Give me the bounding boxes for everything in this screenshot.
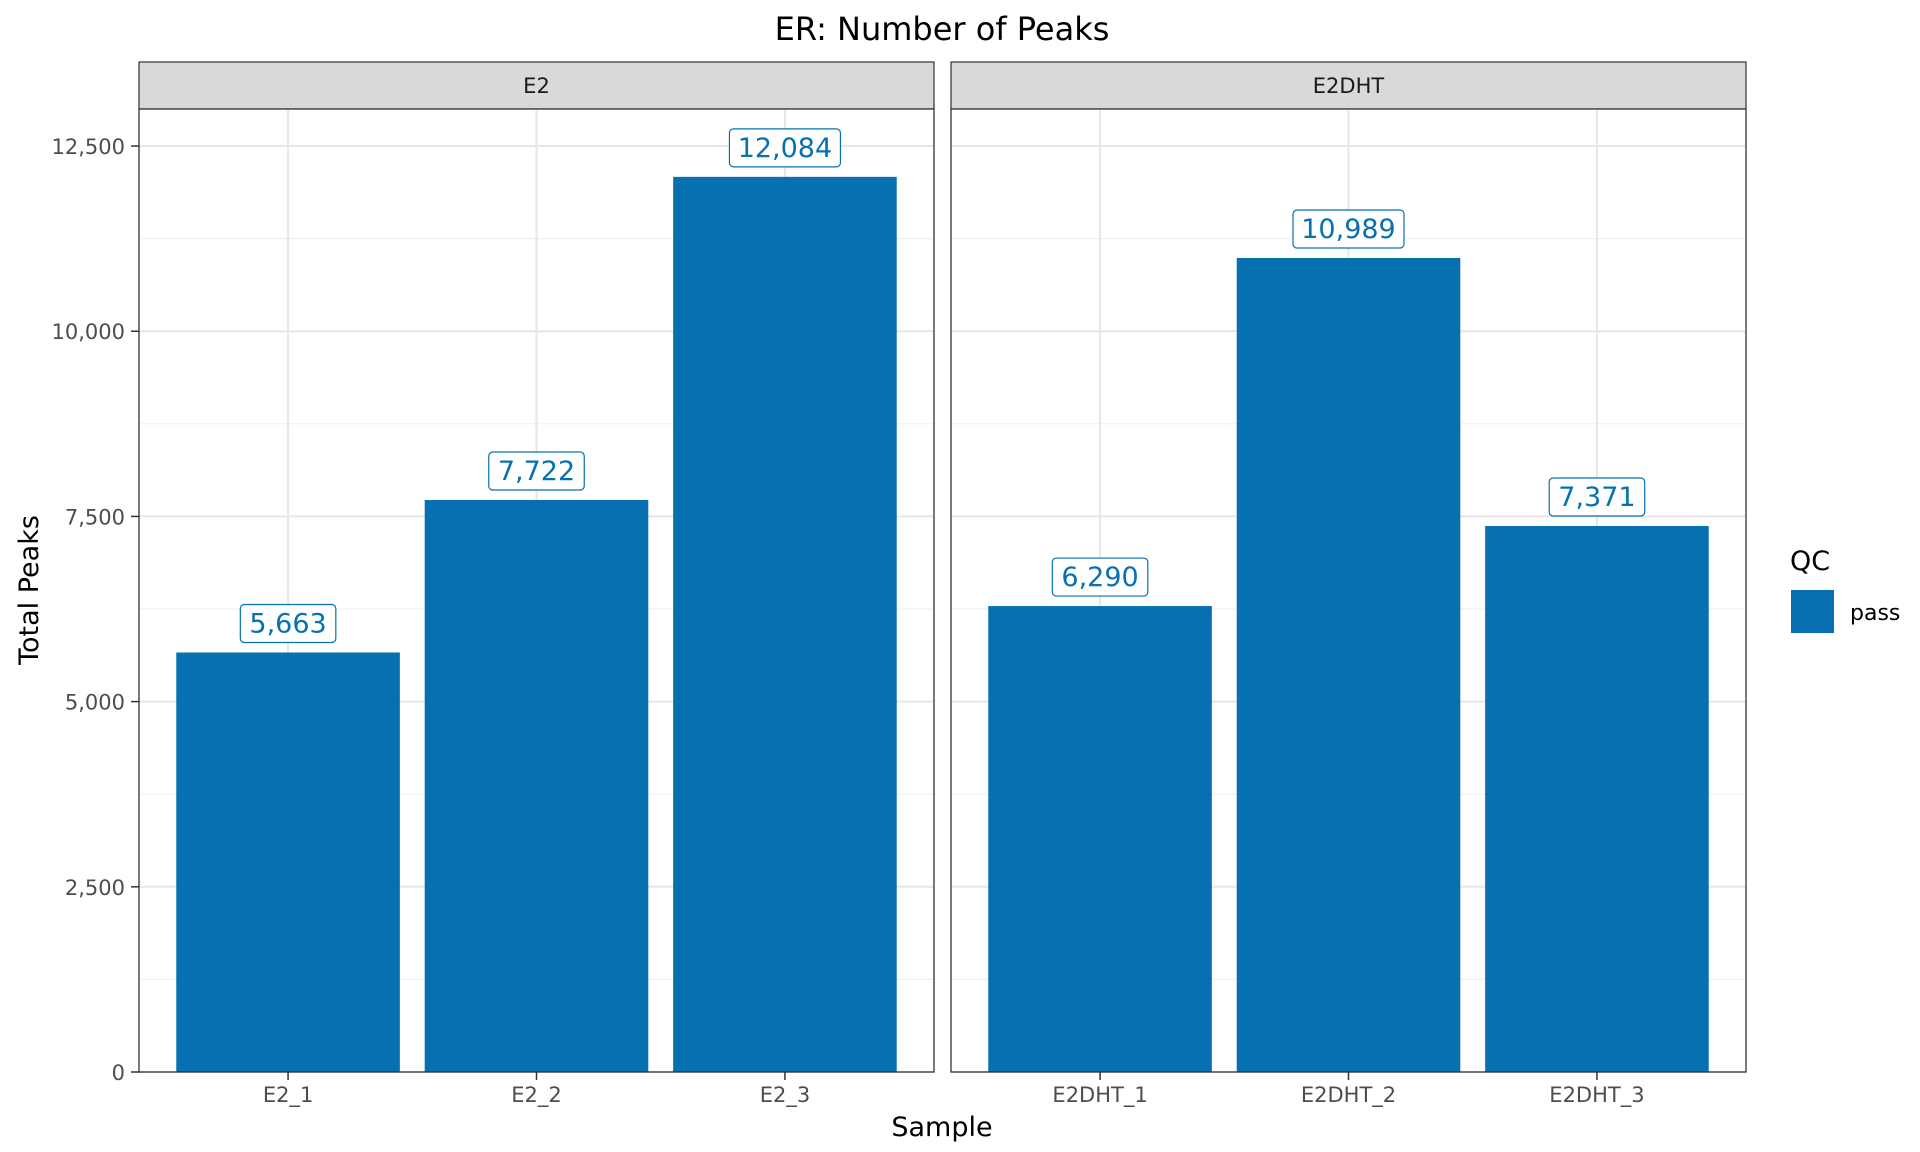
panel-border [950, 108, 1747, 1073]
y-tick-label: 2,500 [65, 876, 125, 900]
panel-border [138, 108, 935, 1073]
legend-key-pass [1791, 590, 1834, 633]
bar-e2dht-3 [1485, 525, 1709, 1072]
x-tick-label: E2_3 [760, 1083, 811, 1108]
y-tick-label: 5,000 [65, 691, 125, 715]
facet-panel-e2dht: E2DHT 6,290 E2DHT_1 10,989 E2DHT_2 7,371 E2DHT… [950, 61, 1747, 1108]
data-label: 10,989 [1301, 214, 1395, 245]
y-axis: 0 2,500 5,000 7,500 10,000 12,500 [52, 135, 139, 1085]
x-tick-label: E2_1 [263, 1083, 314, 1108]
legend-title: QC [1790, 546, 1830, 577]
data-label: 12,084 [738, 133, 832, 164]
data-label-box [1292, 209, 1405, 249]
bar-e2dht-2 [1236, 257, 1461, 1072]
data-label: 7,371 [1558, 482, 1635, 513]
x-tick-label: E2DHT_3 [1549, 1083, 1644, 1108]
y-tick-label: 12,500 [52, 135, 125, 159]
facet-strip-label: E2DHT [1313, 74, 1385, 98]
legend: QC pass [1790, 546, 1900, 633]
x-tick-label: E2DHT_1 [1052, 1083, 1147, 1108]
y-tick-label: 10,000 [52, 320, 125, 344]
facet-panel-e2: E2 5,663 E2_1 7,722 E2_2 12,084 E2_3 [138, 61, 935, 1108]
x-axis-title: Sample [891, 1112, 992, 1143]
y-tick-label: 0 [112, 1061, 125, 1085]
data-label-box [1051, 557, 1149, 597]
facet-strip [138, 61, 935, 110]
chart-title: ER: Number of Peaks [775, 10, 1110, 48]
facet-strip-label: E2 [523, 74, 550, 98]
data-label-box [1548, 477, 1646, 517]
bar-e2-1 [176, 652, 400, 1072]
x-tick-label: E2_2 [511, 1083, 562, 1108]
data-label: 5,663 [249, 609, 326, 640]
facet-strip [950, 61, 1747, 110]
legend-label-pass: pass [1850, 601, 1900, 626]
bar-e2-2 [424, 499, 649, 1072]
bar-e2-3 [673, 176, 897, 1072]
data-label: 6,290 [1061, 562, 1138, 593]
data-label: 7,722 [498, 456, 575, 487]
data-label-box [728, 128, 842, 168]
x-tick-label: E2DHT_2 [1301, 1083, 1396, 1108]
facet-panels: E2 5,663 E2_1 7,722 E2_2 12,084 E2_3 E2DHT 6,290… [138, 61, 1747, 1108]
data-label-box [488, 451, 585, 491]
data-label-box [239, 603, 337, 644]
y-axis-title: Total Peaks [14, 515, 45, 666]
y-tick-label: 7,500 [65, 505, 125, 529]
bar-e2dht-1 [988, 606, 1212, 1072]
